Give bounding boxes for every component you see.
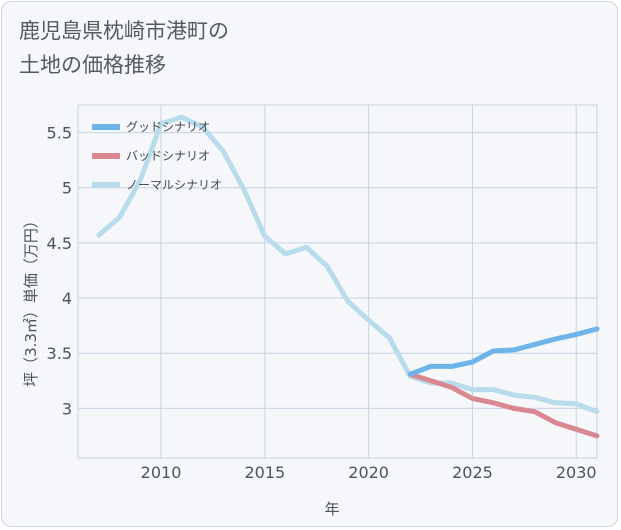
chart-title-line-1: 鹿児島県枕崎市港町の bbox=[19, 19, 229, 43]
legend-label: グッドシナリオ bbox=[126, 120, 210, 134]
x-axis-label: 年 bbox=[324, 500, 339, 518]
series-line-bad bbox=[407, 371, 600, 439]
y-tick-label: 4.5 bbox=[47, 234, 72, 253]
chart-title-line-2: 土地の価格推移 bbox=[19, 53, 166, 77]
plot-area bbox=[77, 104, 598, 459]
y-tick-labels: 3 3.5 4 4.5 5 5.5 bbox=[47, 124, 72, 419]
x-tick-label: 2010 bbox=[141, 463, 182, 482]
x-tick-label: 2025 bbox=[452, 463, 493, 482]
legend-label: ノーマルシナリオ bbox=[126, 178, 222, 192]
x-tick-label: 2020 bbox=[348, 463, 389, 482]
series-lines bbox=[96, 114, 600, 439]
y-tick-label: 5.5 bbox=[47, 124, 72, 143]
y-tick-label: 3 bbox=[62, 399, 72, 418]
series-line-normal bbox=[96, 114, 600, 415]
y-tick-label: 5 bbox=[62, 179, 72, 198]
plot-border bbox=[77, 104, 598, 459]
chart-title: 鹿児島県枕崎市港町の 土地の価格推移 bbox=[19, 14, 379, 82]
series-line-good bbox=[407, 326, 600, 377]
x-tick-label: 2030 bbox=[556, 463, 597, 482]
y-tick-label: 4 bbox=[62, 289, 72, 308]
legend-label: バッドシナリオ bbox=[126, 149, 210, 163]
x-tick-labels: 2010 2015 2020 2025 2030 bbox=[141, 463, 597, 482]
y-axis-label: 坪（3.3㎡）単価（万円） bbox=[22, 213, 40, 387]
y-tick-label: 3.5 bbox=[47, 344, 72, 363]
x-tick-label: 2015 bbox=[244, 463, 285, 482]
